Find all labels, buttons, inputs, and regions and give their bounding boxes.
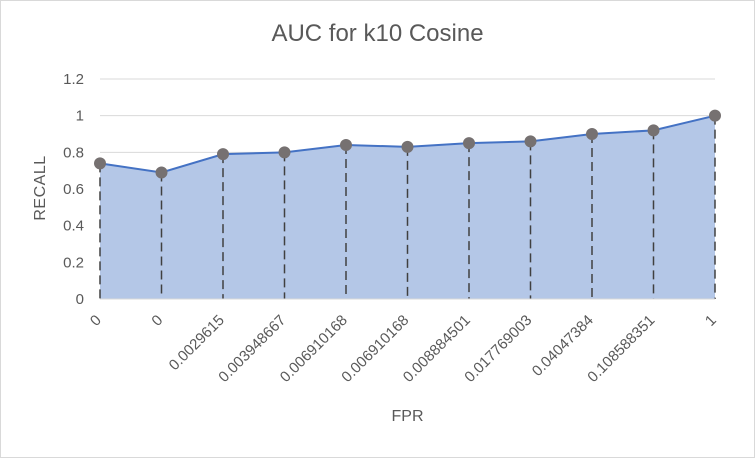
data-point [217, 148, 229, 161]
data-point [155, 166, 168, 179]
y-tick-label: 1.2 [63, 71, 84, 88]
data-point [401, 140, 414, 153]
x-tick-label: 0 [87, 312, 105, 330]
x-tick-label: 1 [702, 312, 720, 330]
y-tick-label: 0.2 [63, 254, 84, 271]
data-point [524, 135, 537, 148]
y-tick-label: 0.6 [63, 181, 84, 198]
x-tick-label: 0 [148, 312, 166, 330]
data-point [340, 139, 352, 151]
data-point [647, 124, 660, 137]
x-axis-title: FPR [391, 408, 424, 425]
y-tick-label: 0.4 [63, 218, 84, 235]
data-point [586, 128, 598, 140]
x-tick-label: 0.04047384 [529, 312, 597, 380]
y-tick-label: 1 [76, 108, 84, 125]
data-point [709, 109, 721, 122]
y-tick-label: 0.8 [63, 144, 84, 161]
data-point [94, 157, 106, 170]
data-point [463, 137, 475, 150]
chart-title: AUC for k10 Cosine [271, 20, 484, 47]
y-tick-label: 0 [76, 291, 84, 308]
data-point [278, 146, 291, 159]
x-tick-label: 0.0029615 [166, 312, 228, 374]
